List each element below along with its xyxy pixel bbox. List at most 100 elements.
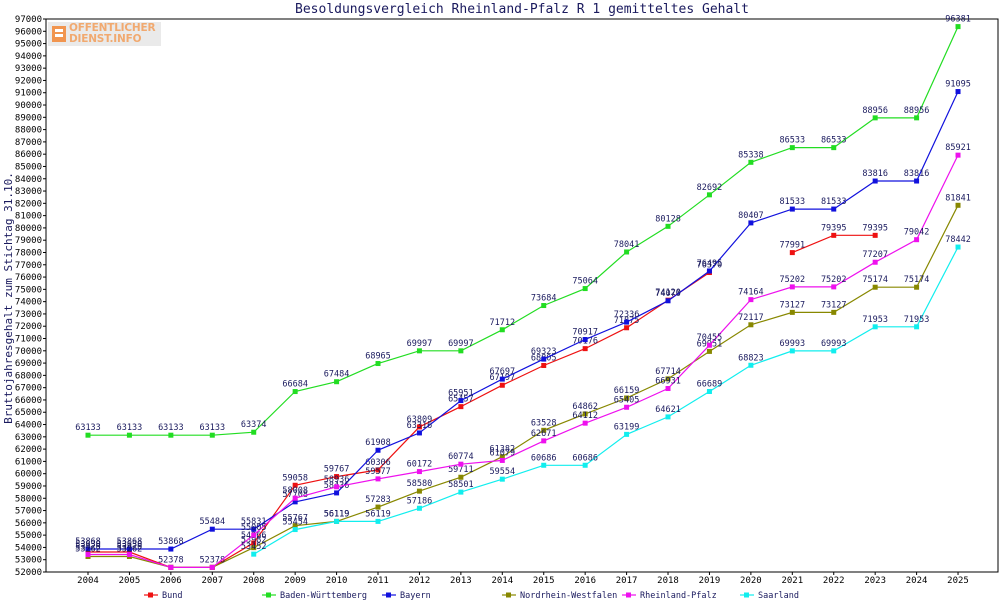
data-point [624,395,630,401]
legend-label: Bayern [400,591,431,600]
legend-item: Rheinland-Pfalz [622,591,717,600]
data-label: 67714 [655,367,681,377]
data-label: 74120 [655,288,681,298]
legend-label: Baden-Württemberg [280,591,367,600]
data-label: 74070 [655,289,681,299]
data-point [334,490,340,496]
data-point [748,322,754,328]
data-point [582,337,588,343]
data-point [872,232,878,238]
series-bund: 5363053630543665905859767603066380965457… [75,223,888,570]
data-point [789,348,795,354]
data-label: 64621 [655,405,681,415]
y-tick-label: 61000 [15,457,42,467]
data-point [955,244,961,250]
data-point [85,432,91,438]
data-label: 60774 [448,452,474,462]
data-label: 57283 [365,495,391,505]
data-point [665,386,671,392]
data-point [955,202,961,208]
data-point [665,298,671,304]
data-point [209,526,215,532]
data-point [914,178,920,184]
data-label: 63133 [75,423,101,433]
data-label: 69993 [821,339,847,349]
x-tick-label: 2013 [450,576,472,586]
data-label: 55831 [241,517,267,527]
data-point [416,424,422,430]
data-label: 78041 [614,240,640,250]
y-tick-label: 83000 [15,187,42,197]
data-label: 70455 [697,333,723,343]
data-label: 81533 [821,197,847,207]
legend-label: Rheinland-Pfalz [640,591,717,600]
y-tick-label: 76000 [15,273,42,283]
data-label: 56119 [324,509,350,519]
y-tick-label: 82000 [15,199,42,209]
data-point [126,432,132,438]
y-tick-label: 64000 [15,421,42,431]
data-point [251,526,257,532]
data-point [499,376,505,382]
data-point [251,540,257,546]
data-point [85,546,91,552]
data-point [706,388,712,394]
data-label: 59058 [282,473,308,483]
legend-label: Nordrhein-Westfalen [520,591,617,600]
data-label: 69323 [531,347,557,357]
data-point [748,362,754,368]
legend-marker [506,592,511,598]
logo-line-2: DIENST.INFO [69,33,142,45]
data-point [251,429,257,435]
data-point [872,259,878,265]
data-label: 75202 [780,275,806,285]
data-label: 83816 [904,169,930,179]
data-label: 96381 [945,15,971,25]
y-tick-label: 84000 [15,175,42,185]
data-point [458,348,464,354]
data-label: 69997 [407,339,433,349]
data-point [499,457,505,463]
data-label: 68823 [738,353,764,363]
y-tick-label: 81000 [15,212,42,222]
data-point [292,527,298,533]
y-tick-label: 74000 [15,298,42,308]
data-label: 72117 [738,313,764,323]
data-label: 61382 [490,445,516,455]
x-tick-label: 2006 [160,576,182,586]
data-label: 81841 [945,193,971,203]
x-axis-ticks: 2004 2005 2006 2007 2008 2009 2010 2011 2012 2013… [77,572,969,586]
data-point [416,348,422,354]
data-label: 53868 [117,537,143,547]
data-label: 88956 [862,106,888,116]
y-tick-label: 75000 [15,285,42,295]
data-point [292,482,298,488]
data-point [831,232,837,238]
data-point [831,284,837,290]
data-point [748,297,754,303]
data-label: 57186 [407,496,433,506]
data-point [375,447,381,453]
data-point [789,145,795,151]
legend-label: Saarland [758,591,799,600]
data-label: 78442 [945,235,971,245]
x-tick-label: 2009 [284,576,306,586]
data-label: 66689 [697,379,723,389]
data-point [706,348,712,354]
data-point [375,476,381,482]
series-bayern: 5386853868538685548455831577085843661908… [75,80,971,552]
data-label: 53868 [75,537,101,547]
y-tick-label: 77000 [15,261,42,271]
data-label: 65405 [614,395,640,405]
data-point [789,206,795,212]
x-tick-label: 2019 [699,576,721,586]
data-point [541,362,547,368]
data-label: 82692 [697,183,723,193]
data-point [789,250,795,256]
legend-item: Saarland [740,591,799,600]
data-point [665,414,671,420]
data-point [416,430,422,436]
x-tick-label: 2023 [864,576,886,586]
data-point [789,284,795,290]
